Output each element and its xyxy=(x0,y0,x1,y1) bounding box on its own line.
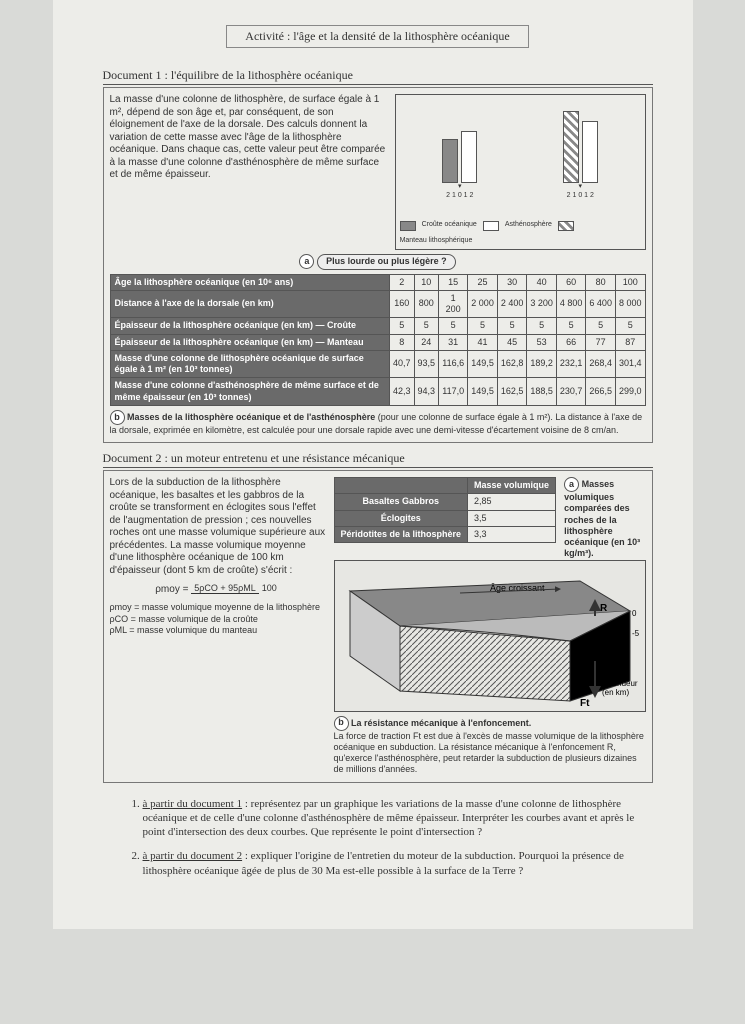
legend-oce: Croûte océanique xyxy=(422,221,477,230)
rh-age: Âge la lithosphère océanique (en 10⁶ ans… xyxy=(110,274,389,290)
doc2-right: Masse volumique Basaltes Gabbros2,85 Écl… xyxy=(334,477,646,776)
rh-mlit: Masse d'une colonne de lithosphère océan… xyxy=(110,350,389,378)
prof-label: Profondeur xyxy=(598,679,638,688)
svg-text:-5: -5 xyxy=(632,629,640,638)
def-ml: ρML = masse volumique du manteau xyxy=(110,625,326,636)
doc1-text: La masse d'une colonne de lithosphère, d… xyxy=(110,94,387,250)
label-a: a xyxy=(299,254,314,269)
pill-a: Plus lourde ou plus légère ? xyxy=(317,254,456,269)
doc2-left: Lors de la subduction de la lithosphère … xyxy=(110,477,326,776)
def-co: ρCO = masse volumique de la croûte xyxy=(110,614,326,625)
foot-b-bold: Masses de la lithosphère océanique et de… xyxy=(127,412,375,422)
label-b1: b xyxy=(110,410,125,425)
legend-ast: Asthénosphère xyxy=(505,221,552,230)
formula: ρmoy = 5ρCO + 95ρML100 xyxy=(110,583,326,596)
doc2-para: Lors de la subduction de la lithosphère … xyxy=(110,477,326,577)
rh-cro: Épaisseur de la lithosphère océanique (e… xyxy=(110,318,389,334)
mv-table: Masse volumique Basaltes Gabbros2,85 Écl… xyxy=(334,477,557,543)
label-b2: b xyxy=(334,716,349,731)
rh-dist: Distance à l'axe de la dorsale (en km) xyxy=(110,290,389,318)
doc1-diagram: ▾2 1 0 1 2 ▾2 1 0 1 2 Croûte océanique A… xyxy=(395,94,646,250)
title-wrap: Activité : l'âge et la densité de la lit… xyxy=(103,25,653,60)
rh-mast: Masse d'une colonne d'asthénosphère de m… xyxy=(110,378,389,406)
svg-text:0: 0 xyxy=(632,609,637,618)
foot2-rest: La force de traction Ft est due à l'excè… xyxy=(334,731,644,775)
subduction-diagram: Âge croissant R Ft Profondeur (en km) 0 … xyxy=(334,560,646,712)
question-2: à partir du document 2 : expliquer l'ori… xyxy=(143,849,653,878)
doc1-footnote: b Masses de la lithosphère océanique et … xyxy=(110,410,646,436)
doc2-box: Lors de la subduction de la lithosphère … xyxy=(103,470,653,783)
def-moy: ρmoy = masse volumique moyenne de la lit… xyxy=(110,602,326,613)
Ft-label: Ft xyxy=(580,698,590,709)
doc2-heading: Document 2 : un moteur entretenu et une … xyxy=(103,451,653,468)
activity-title: Activité : l'âge et la densité de la lit… xyxy=(226,25,528,48)
doc1-box: La masse d'une colonne de lithosphère, d… xyxy=(103,87,653,443)
questions: à partir du document 1 : représentez par… xyxy=(103,797,653,878)
label-a2: a xyxy=(564,477,579,492)
foot2-bold: La résistance mécanique à l'enfoncement. xyxy=(351,717,531,727)
doc1-heading: Document 1 : l'équilibre de la lithosphè… xyxy=(103,68,653,85)
doc2-footnote: b La résistance mécanique à l'enfoncemen… xyxy=(334,716,646,776)
svg-text:(en km): (en km) xyxy=(602,688,629,697)
page: Activité : l'âge et la densité de la lit… xyxy=(53,0,693,929)
doc1-table: Âge la lithosphère océanique (en 10⁶ ans… xyxy=(110,274,646,406)
R-label: R xyxy=(600,603,608,614)
legend-man: Manteau lithosphérique xyxy=(400,237,473,246)
rh-man: Épaisseur de la lithosphère océanique (e… xyxy=(110,334,389,350)
question-1: à partir du document 1 : représentez par… xyxy=(143,797,653,840)
